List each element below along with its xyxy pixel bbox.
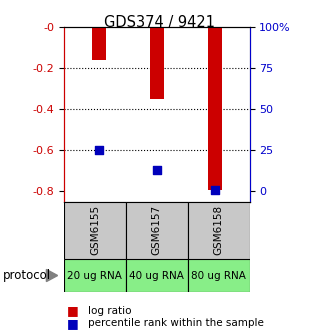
Text: protocol: protocol: [3, 269, 51, 282]
Bar: [149, 27, 164, 99]
Bar: [188, 202, 250, 259]
Text: 40 ug RNA: 40 ug RNA: [129, 270, 184, 281]
Bar: [92, 27, 106, 60]
Bar: [126, 259, 188, 292]
Text: ■: ■: [67, 304, 79, 317]
Text: GDS374 / 9421: GDS374 / 9421: [105, 15, 215, 30]
Text: GSM6155: GSM6155: [90, 205, 100, 255]
Text: 80 ug RNA: 80 ug RNA: [191, 270, 246, 281]
Bar: [64, 259, 126, 292]
Bar: [64, 202, 126, 259]
Point: [212, 187, 217, 193]
Point: [96, 148, 101, 153]
Bar: [208, 27, 222, 190]
Text: GSM6158: GSM6158: [214, 205, 224, 255]
Text: log ratio: log ratio: [88, 306, 132, 316]
Text: GSM6157: GSM6157: [152, 205, 162, 255]
Polygon shape: [46, 269, 58, 282]
Text: percentile rank within the sample: percentile rank within the sample: [88, 318, 264, 328]
Bar: [188, 259, 250, 292]
Text: 20 ug RNA: 20 ug RNA: [68, 270, 122, 281]
Text: ■: ■: [67, 317, 79, 330]
Bar: [126, 202, 188, 259]
Point: [154, 167, 159, 172]
